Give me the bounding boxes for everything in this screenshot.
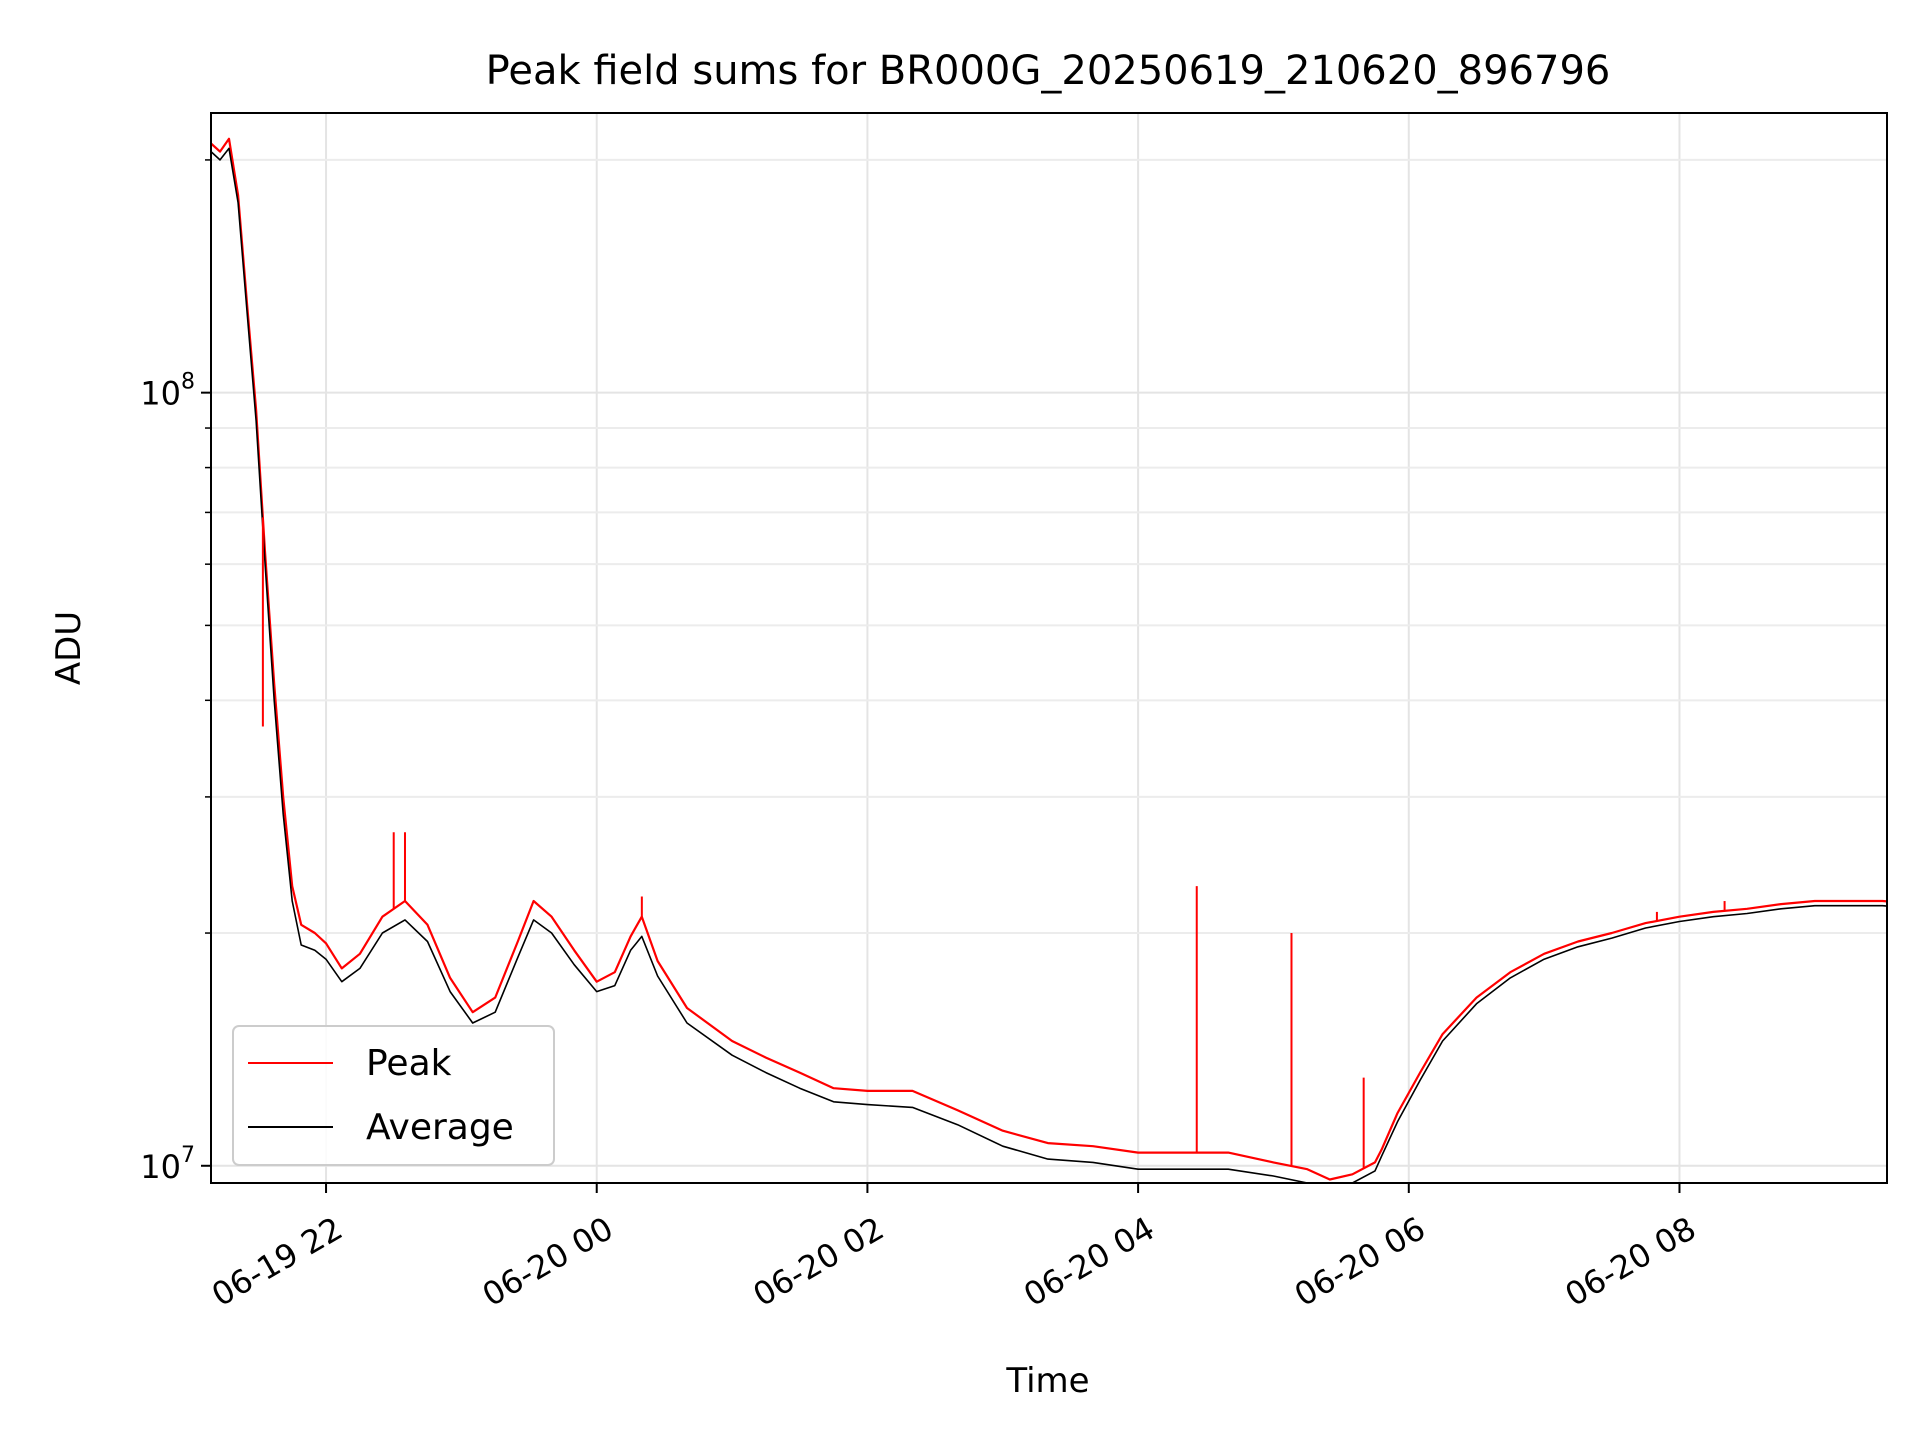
legend-label-average: Average: [366, 1107, 514, 1148]
y-axis-label: ADU: [49, 611, 89, 685]
series-line-average: [211, 147, 1887, 1183]
chart-title: Peak field sums for BR000G_20250619_2106…: [486, 48, 1611, 94]
x-axis-label: Time: [1005, 1361, 1089, 1401]
series-line-peak: [211, 137, 1887, 1181]
spikes-layer: [261, 517, 1726, 1169]
grid-lines: [211, 113, 1887, 1183]
series-layer: [211, 137, 1887, 1183]
legend-label-peak: Peak: [366, 1043, 452, 1084]
y-tick-label: 107: [140, 1143, 195, 1186]
legend-box: [232, 1025, 555, 1166]
plot-frame: [210, 112, 1888, 1184]
y-axis: 107 108: [140, 159, 211, 1186]
y-tick-label: 108: [140, 370, 195, 413]
legend: Peak Average: [232, 1025, 555, 1166]
